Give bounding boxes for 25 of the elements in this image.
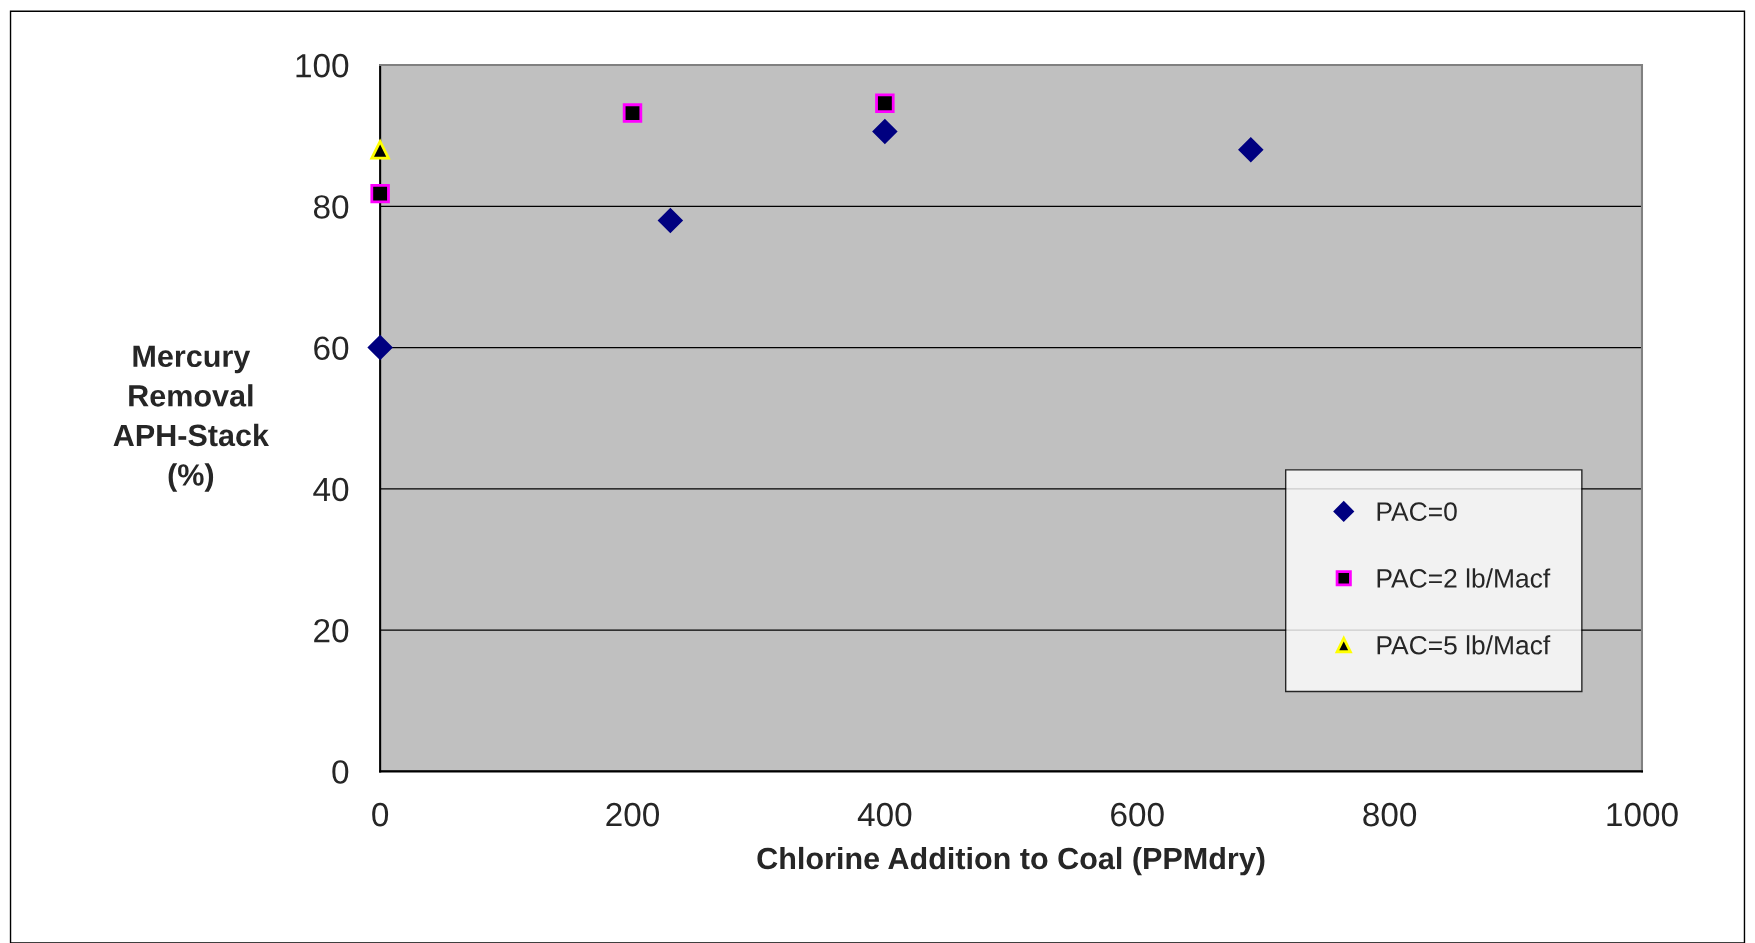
point (370, 183, 390, 204)
legend-label: PAC=2 lb/Macf (1377, 568, 1551, 588)
point (872, 119, 898, 144)
y-tick-label: 40 (313, 477, 349, 502)
point (370, 140, 390, 160)
point (875, 93, 895, 113)
legend-label: PAC=5 lb/Macf (1377, 635, 1551, 655)
x-axis-title: Chlorine Addition to Coal (PPMdry) (757, 846, 1265, 876)
point (1238, 137, 1263, 163)
x-tick-label: 200 (606, 802, 660, 827)
y-tick-label: 20 (314, 618, 349, 643)
point (658, 208, 683, 233)
x-tick-label: 600 (1111, 802, 1164, 827)
x-tick-label: 400 (857, 802, 912, 827)
y-axis-title: Mercury Removal APH-Stack (%) (113, 345, 269, 492)
y-tick-label: 0 (332, 760, 349, 784)
legend-label: PAC=0 (1377, 502, 1457, 521)
point (622, 103, 643, 123)
y-tick-label: 80 (313, 195, 349, 219)
x-tick-label: 1000 (1607, 802, 1678, 827)
x-tick-label: 0 (372, 802, 389, 827)
point (367, 335, 393, 360)
x-tick-label: 800 (1363, 802, 1417, 827)
y-tick-label: 100 (296, 53, 349, 78)
y-tick-label: 60 (314, 336, 349, 360)
